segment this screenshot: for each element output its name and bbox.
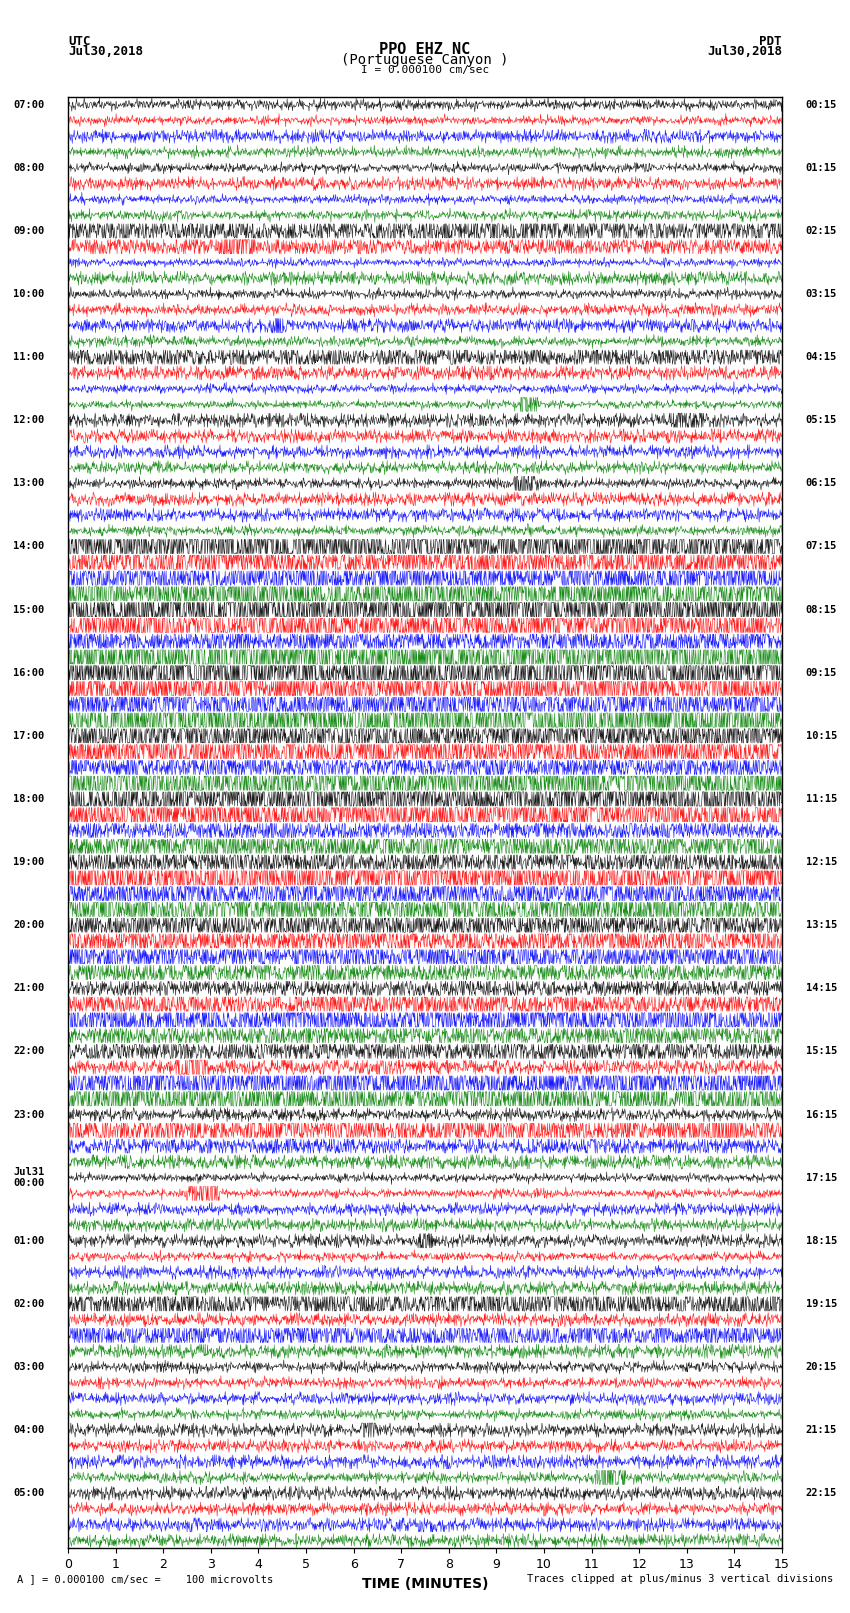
Text: 08:15: 08:15 <box>806 605 837 615</box>
Text: 12:15: 12:15 <box>806 857 837 868</box>
Text: 14:00: 14:00 <box>13 542 44 552</box>
Text: 14:15: 14:15 <box>806 984 837 994</box>
Text: 09:00: 09:00 <box>13 226 44 235</box>
Text: 16:15: 16:15 <box>806 1110 837 1119</box>
Text: UTC: UTC <box>68 35 90 48</box>
Text: 06:15: 06:15 <box>806 479 837 489</box>
Text: 22:15: 22:15 <box>806 1489 837 1498</box>
Text: 10:15: 10:15 <box>806 731 837 740</box>
Text: 01:00: 01:00 <box>13 1236 44 1245</box>
Text: 05:15: 05:15 <box>806 415 837 426</box>
Text: 11:15: 11:15 <box>806 794 837 803</box>
Text: 08:00: 08:00 <box>13 163 44 173</box>
Text: Jul31
00:00: Jul31 00:00 <box>13 1166 44 1189</box>
Text: 20:15: 20:15 <box>806 1361 837 1373</box>
Text: 17:00: 17:00 <box>13 731 44 740</box>
Text: 10:00: 10:00 <box>13 289 44 298</box>
Text: 20:00: 20:00 <box>13 919 44 931</box>
Text: 17:15: 17:15 <box>806 1173 837 1182</box>
Text: 02:00: 02:00 <box>13 1298 44 1308</box>
Text: 21:15: 21:15 <box>806 1426 837 1436</box>
Text: 16:00: 16:00 <box>13 668 44 677</box>
Text: 01:15: 01:15 <box>806 163 837 173</box>
Text: 19:00: 19:00 <box>13 857 44 868</box>
X-axis label: TIME (MINUTES): TIME (MINUTES) <box>362 1578 488 1590</box>
Text: 18:00: 18:00 <box>13 794 44 803</box>
Text: 13:15: 13:15 <box>806 919 837 931</box>
Text: 05:00: 05:00 <box>13 1489 44 1498</box>
Text: PPO EHZ NC: PPO EHZ NC <box>379 42 471 56</box>
Text: 07:15: 07:15 <box>806 542 837 552</box>
Text: 15:15: 15:15 <box>806 1047 837 1057</box>
Text: 00:15: 00:15 <box>806 100 837 110</box>
Text: 19:15: 19:15 <box>806 1298 837 1308</box>
Text: Traces clipped at plus/minus 3 vertical divisions: Traces clipped at plus/minus 3 vertical … <box>527 1574 833 1584</box>
Text: A ] = 0.000100 cm/sec =    100 microvolts: A ] = 0.000100 cm/sec = 100 microvolts <box>17 1574 273 1584</box>
Text: 02:15: 02:15 <box>806 226 837 235</box>
Text: Jul30,2018: Jul30,2018 <box>707 45 782 58</box>
Text: 23:00: 23:00 <box>13 1110 44 1119</box>
Text: 18:15: 18:15 <box>806 1236 837 1245</box>
Text: 12:00: 12:00 <box>13 415 44 426</box>
Text: 22:00: 22:00 <box>13 1047 44 1057</box>
Text: 04:15: 04:15 <box>806 352 837 363</box>
Text: I = 0.000100 cm/sec: I = 0.000100 cm/sec <box>361 65 489 74</box>
Text: 04:00: 04:00 <box>13 1426 44 1436</box>
Text: 21:00: 21:00 <box>13 984 44 994</box>
Text: 09:15: 09:15 <box>806 668 837 677</box>
Text: 03:15: 03:15 <box>806 289 837 298</box>
Text: 15:00: 15:00 <box>13 605 44 615</box>
Text: PDT: PDT <box>760 35 782 48</box>
Text: (Portuguese Canyon ): (Portuguese Canyon ) <box>341 53 509 68</box>
Text: Jul30,2018: Jul30,2018 <box>68 45 143 58</box>
Text: 07:00: 07:00 <box>13 100 44 110</box>
Text: 03:00: 03:00 <box>13 1361 44 1373</box>
Text: 13:00: 13:00 <box>13 479 44 489</box>
Text: 11:00: 11:00 <box>13 352 44 363</box>
